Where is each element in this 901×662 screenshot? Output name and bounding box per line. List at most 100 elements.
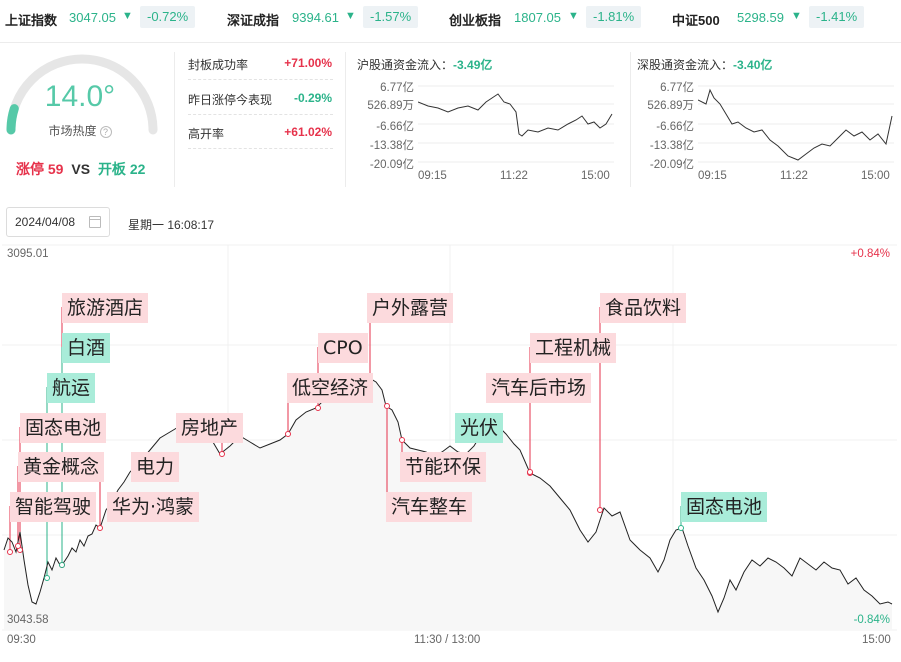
heat-label: 市场热度 bbox=[48, 124, 97, 138]
sector-label[interactable]: 华为·鸿蒙 bbox=[107, 492, 200, 522]
sector-marker[interactable] bbox=[285, 431, 291, 437]
divider bbox=[188, 114, 333, 115]
sector-label[interactable]: CPO bbox=[318, 333, 368, 363]
down-arrow-icon: ▼ bbox=[568, 10, 579, 22]
sector-label[interactable]: 旅游酒店 bbox=[62, 293, 149, 323]
sector-marker[interactable] bbox=[315, 405, 321, 411]
sector-label[interactable]: 固态电池 bbox=[20, 413, 107, 443]
index-name: 深证成指 bbox=[227, 13, 280, 28]
index-name: 中证500 bbox=[672, 13, 720, 28]
sector-label[interactable]: 白酒 bbox=[62, 333, 111, 363]
sector-markers bbox=[7, 373, 684, 581]
y-tick: 6.77亿 bbox=[380, 82, 414, 94]
hk-sh-flow-chart bbox=[418, 85, 614, 163]
weekday-time: 星期一 16:08:17 bbox=[128, 218, 215, 232]
limit-up-count: 59 bbox=[47, 161, 64, 177]
stat-label: 高开率 bbox=[188, 127, 225, 141]
sector-marker[interactable] bbox=[678, 525, 684, 531]
heat-value: 14.0° bbox=[44, 80, 116, 113]
sector-label[interactable]: 电力 bbox=[131, 452, 180, 482]
sector-marker[interactable] bbox=[219, 451, 225, 457]
y-tick: -6.66亿 bbox=[656, 121, 694, 133]
y-tick: -20.09亿 bbox=[369, 159, 414, 171]
divider bbox=[630, 52, 631, 187]
y-tick: -13.38亿 bbox=[369, 140, 414, 152]
sector-label[interactable]: 智能驾驶 bbox=[10, 492, 97, 522]
divider bbox=[174, 52, 175, 187]
x-tick: 11:30 / 13:00 bbox=[414, 634, 481, 646]
hk-sz-flow-chart bbox=[698, 85, 894, 163]
stat-value: +61.02% bbox=[284, 125, 332, 139]
divider bbox=[0, 42, 901, 43]
sector-marker[interactable] bbox=[7, 549, 13, 555]
y-tick: 526.89万 bbox=[367, 100, 414, 112]
sector-label[interactable]: 汽车整车 bbox=[386, 492, 473, 522]
index-change-badge: -1.81% bbox=[586, 6, 642, 28]
sector-label[interactable]: 食品饮料 bbox=[600, 293, 687, 323]
flow-title-label: 沪股通资金流入： bbox=[357, 58, 454, 72]
x-tick: 15:00 bbox=[581, 170, 610, 182]
x-tick: 11:22 bbox=[780, 170, 808, 182]
down-arrow-icon: ▼ bbox=[122, 10, 133, 22]
index-change-badge: -1.41% bbox=[809, 6, 865, 28]
down-arrow-icon: ▼ bbox=[791, 10, 802, 22]
x-tick: 09:15 bbox=[418, 170, 447, 182]
sector-marker[interactable] bbox=[527, 469, 533, 475]
question-circle-icon[interactable]: ? bbox=[99, 126, 112, 138]
sector-marker[interactable] bbox=[384, 403, 390, 409]
price-line bbox=[3, 375, 893, 614]
y-tick: 6.77亿 bbox=[660, 82, 694, 94]
sector-label[interactable]: 固态电池 bbox=[681, 492, 768, 522]
divider bbox=[188, 79, 333, 80]
sector-marker[interactable] bbox=[97, 525, 103, 531]
index-change-badge: -1.57% bbox=[363, 6, 419, 28]
index-change-badge: -0.72% bbox=[140, 6, 196, 28]
sector-label[interactable]: 节能环保 bbox=[400, 452, 487, 482]
sector-marker[interactable] bbox=[399, 437, 405, 443]
sector-label[interactable]: 低空经济 bbox=[287, 373, 374, 403]
sector-label[interactable]: 汽车后市场 bbox=[486, 373, 592, 403]
flow-value: -3.40亿 bbox=[733, 58, 773, 72]
y-tick: -20.09亿 bbox=[649, 159, 694, 171]
sector-marker[interactable] bbox=[59, 562, 65, 568]
broken-board-label: 开板 bbox=[97, 161, 126, 177]
x-tick: 09:15 bbox=[698, 170, 727, 182]
sector-label[interactable]: 工程机械 bbox=[530, 333, 617, 363]
gauge-track bbox=[6, 54, 158, 135]
stat-label: 昨日涨停今表现 bbox=[188, 93, 273, 107]
sector-label[interactable]: 光伏 bbox=[455, 413, 504, 443]
sector-label[interactable]: 户外露营 bbox=[367, 293, 454, 323]
stat-value: +71.00% bbox=[284, 56, 332, 70]
calendar-icon[interactable] bbox=[89, 216, 101, 228]
pct-bottom-label: -0.84% bbox=[853, 614, 890, 626]
x-tick: 11:22 bbox=[500, 170, 528, 182]
sector-marker[interactable] bbox=[597, 507, 603, 513]
date-picker[interactable]: 2024/04/08 bbox=[6, 207, 110, 237]
pct-top-label: +0.84% bbox=[850, 248, 890, 260]
divider bbox=[345, 52, 346, 187]
broken-board-count: 22 bbox=[129, 161, 146, 177]
down-arrow-icon: ▼ bbox=[345, 10, 356, 22]
sector-marker[interactable] bbox=[44, 575, 50, 581]
flow-line bbox=[418, 93, 613, 137]
heat-label-row: 市场热度? bbox=[20, 122, 140, 139]
y-tick: -13.38亿 bbox=[649, 140, 694, 152]
vs-label: VS bbox=[71, 161, 91, 177]
y-top-label: 3095.01 bbox=[7, 248, 49, 260]
flow-title: 沪股通资金流入：-3.49亿 bbox=[357, 56, 492, 73]
sector-marker[interactable] bbox=[15, 543, 21, 549]
index-name: 上证指数 bbox=[5, 13, 58, 28]
limit-up-label: 涨停 bbox=[16, 161, 44, 177]
x-tick: 15:00 bbox=[861, 170, 890, 182]
index-name: 创业板指 bbox=[449, 13, 502, 28]
date-value: 2024/04/08 bbox=[15, 215, 76, 229]
divider bbox=[188, 148, 333, 149]
stat-value: -0.29% bbox=[293, 91, 332, 105]
sector-label[interactable]: 航运 bbox=[47, 373, 96, 403]
gauge-fill bbox=[6, 104, 19, 135]
sector-label[interactable]: 黄金概念 bbox=[18, 452, 105, 482]
flow-title-label: 深股通资金流入： bbox=[637, 58, 734, 72]
flow-title: 深股通资金流入：-3.40亿 bbox=[637, 56, 772, 73]
sector-label[interactable]: 房地产 bbox=[176, 413, 244, 443]
y-tick: -6.66亿 bbox=[376, 121, 414, 133]
